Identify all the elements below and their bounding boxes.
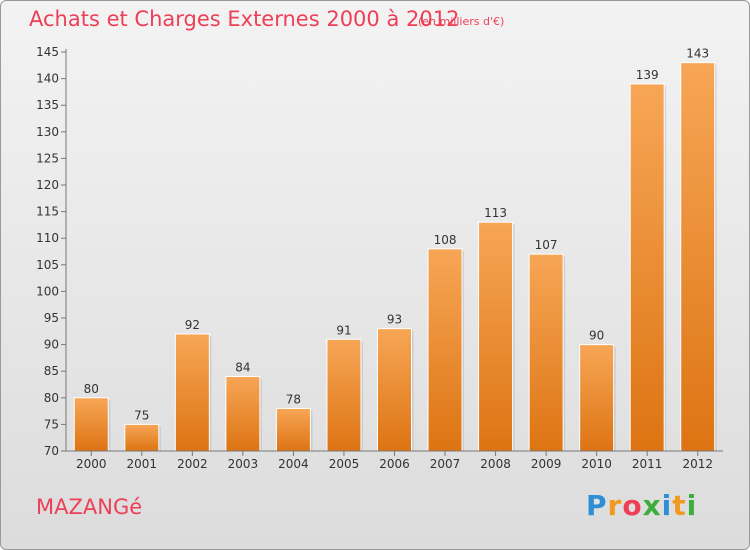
bar-value-label: 92 [185,318,200,332]
y-tick-label: 145 [36,45,59,59]
bar [377,328,412,452]
bar [528,253,564,452]
y-tick-label: 80 [44,391,59,405]
bar [579,344,615,452]
x-tick-label: 2011 [632,457,663,471]
chart-subtitle: (en milliers d'€) [418,15,505,28]
logo-letter: P [586,489,608,522]
x-tick-label: 2007 [430,457,461,471]
x-tick-label: 2006 [379,457,410,471]
bar-value-label: 107 [535,238,558,252]
bar-value-label: 90 [589,329,604,343]
logo-letter: i [686,489,698,522]
x-tick-label: 2002 [177,457,208,471]
y-tick-label: 130 [36,125,59,139]
logo-letter: x [642,489,662,522]
bar-value-label: 113 [484,206,507,220]
logo-letter: o [622,489,643,522]
bar [174,333,210,452]
bar [73,397,109,452]
bar-value-label: 143 [686,47,709,61]
bar [225,376,261,452]
commune-name: MAZANGé [36,495,143,519]
bar-value-label: 78 [286,392,301,406]
x-tick-label: 2005 [329,457,360,471]
x-axis: 2000 2001 2002 2003 2004 2005 2006 2007 2008 2009… [66,450,723,471]
y-tick-label: 135 [36,98,59,112]
x-tick-label: 2001 [127,457,158,471]
proxiti-logo: Proxiti [586,489,697,522]
y-tick-label: 85 [44,364,59,378]
chart-title: Achats et Charges Externes 2000 à 2012 [29,7,460,31]
y-tick-label: 90 [44,338,59,352]
y-tick-label: 75 [44,417,59,431]
bar-value-label: 91 [336,323,351,337]
y-tick-label: 120 [36,178,59,192]
y-tick-label: 95 [44,311,59,325]
bar [629,83,665,452]
y-tick-label: 100 [36,284,59,298]
bar-value-label: 139 [636,68,659,82]
bar [275,407,311,452]
y-tick-label: 70 [44,444,59,458]
y-tick-label: 110 [36,231,59,245]
bar-value-label: 108 [434,233,457,247]
bars-group: 80 75 92 84 78 91 93 108 113 107 90 139 143 [73,47,717,452]
x-tick-label: 2012 [682,457,713,471]
bar-value-label: 75 [134,408,149,422]
bar [427,248,463,452]
x-tick-label: 2010 [581,457,612,471]
y-tick-label: 105 [36,258,59,272]
bar [680,62,716,452]
bar [124,423,160,452]
logo-letter: t [672,489,687,522]
logo-letter: r [607,489,623,522]
y-tick-label: 140 [36,72,59,86]
bar [326,338,362,452]
y-tick-label: 125 [36,151,59,165]
bar-value-label: 84 [235,361,250,375]
y-tick-label: 115 [36,205,59,219]
bar [478,221,514,452]
bar-value-label: 80 [84,382,99,396]
x-tick-label: 2003 [228,457,259,471]
bar-value-label: 93 [387,313,402,327]
logo-letter: i [661,489,673,522]
x-tick-label: 2008 [480,457,511,471]
y-axis: 70 75 80 85 90 95 100 105 110 115 120 125 130 135 140 1… [36,45,67,458]
x-tick-label: 2009 [531,457,562,471]
x-tick-label: 2004 [278,457,309,471]
x-tick-label: 2000 [76,457,107,471]
